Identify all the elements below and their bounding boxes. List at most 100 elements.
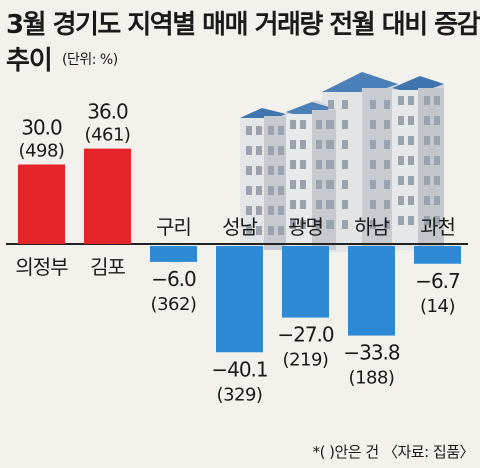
- building-window: [384, 180, 390, 189]
- building-window: [398, 136, 404, 145]
- building-window: [434, 116, 440, 125]
- building-window: [278, 226, 284, 235]
- building-window: [290, 120, 296, 129]
- building-window: [342, 100, 348, 109]
- building-window: [342, 140, 348, 149]
- bar-negative: [150, 246, 197, 262]
- building-window: [384, 120, 390, 129]
- bar-negative: [348, 246, 395, 336]
- unit-label: (단위: %): [62, 52, 118, 68]
- building-window: [370, 140, 376, 149]
- building-window: [328, 100, 334, 109]
- building-window: [424, 136, 430, 145]
- building-window: [246, 146, 252, 155]
- value-label: 30.0: [21, 116, 62, 140]
- building-window: [424, 156, 430, 165]
- building-window: [316, 220, 322, 229]
- building-window: [424, 176, 430, 185]
- building-window: [278, 166, 284, 175]
- building-window: [384, 100, 390, 109]
- building-window: [398, 96, 404, 105]
- count-label: (188): [349, 368, 395, 389]
- building-window: [398, 216, 404, 225]
- building-window: [268, 146, 274, 155]
- building-window: [246, 166, 252, 175]
- building-window: [408, 96, 414, 105]
- category-label: 과천: [420, 215, 455, 239]
- building-window: [408, 196, 414, 205]
- building-window: [384, 220, 390, 229]
- building-window: [300, 140, 306, 149]
- building-window: [328, 120, 334, 129]
- count-label: (329): [217, 384, 263, 405]
- building-window: [408, 176, 414, 185]
- building-window: [398, 196, 404, 205]
- apartment-buildings-illustration: [240, 72, 444, 252]
- building-window: [328, 180, 334, 189]
- value-label: −6.7: [415, 269, 460, 293]
- building-window: [256, 166, 262, 175]
- chart-title-suffix: 추이: [6, 46, 53, 76]
- building-window: [268, 166, 274, 175]
- building-window: [434, 196, 440, 205]
- building-window: [256, 146, 262, 155]
- building-window: [278, 146, 284, 155]
- building-window: [370, 200, 376, 209]
- building-window: [370, 120, 376, 129]
- building-window: [246, 206, 252, 215]
- building-window: [290, 140, 296, 149]
- building-window: [408, 216, 414, 225]
- building-window: [316, 160, 322, 169]
- building-window: [342, 200, 348, 209]
- building-window: [370, 100, 376, 109]
- building-window: [434, 96, 440, 105]
- building-window: [384, 160, 390, 169]
- building-window: [328, 220, 334, 229]
- building-window: [424, 96, 430, 105]
- building-window: [342, 180, 348, 189]
- category-label: 하남: [354, 215, 389, 239]
- building-window: [342, 220, 348, 229]
- building-window: [408, 116, 414, 125]
- building-window: [424, 116, 430, 125]
- building-window: [342, 120, 348, 129]
- building-window: [300, 220, 306, 229]
- building-window: [256, 186, 262, 195]
- value-label: −40.1: [211, 357, 267, 381]
- category-label: 의정부: [15, 255, 68, 279]
- count-label: (461): [85, 125, 131, 146]
- building-window: [408, 136, 414, 145]
- value-label: −6.0: [151, 267, 196, 291]
- building-window: [434, 176, 440, 185]
- building-window: [328, 200, 334, 209]
- building-window: [278, 126, 284, 135]
- building-window: [300, 180, 306, 189]
- building-window: [342, 160, 348, 169]
- building-window: [290, 200, 296, 209]
- building-window: [256, 226, 262, 235]
- value-label: −33.8: [343, 341, 400, 365]
- building-window: [246, 126, 252, 135]
- bar-positive: [84, 148, 131, 244]
- building-window: [398, 176, 404, 185]
- bar-negative: [216, 246, 263, 353]
- chart-title-line2: 추이: [6, 40, 53, 77]
- building-window: [268, 126, 274, 135]
- building-window: [278, 186, 284, 195]
- building-window: [398, 156, 404, 165]
- bars-group: [18, 148, 461, 353]
- building-window: [370, 160, 376, 169]
- building-window: [434, 136, 440, 145]
- building-window: [370, 220, 376, 229]
- count-label: (498): [19, 141, 65, 162]
- building-window: [246, 186, 252, 195]
- category-label: 성남: [222, 215, 257, 239]
- building-window: [316, 140, 322, 149]
- labels-group: 30.0(498) 의정부 36.0(461) 김포 구리 −6.0 (362) 성남 −40.…: [15, 100, 461, 406]
- building-window: [268, 206, 274, 215]
- building-window: [300, 160, 306, 169]
- building-window: [278, 206, 284, 215]
- building-window: [424, 196, 430, 205]
- category-label: 광명: [288, 215, 323, 239]
